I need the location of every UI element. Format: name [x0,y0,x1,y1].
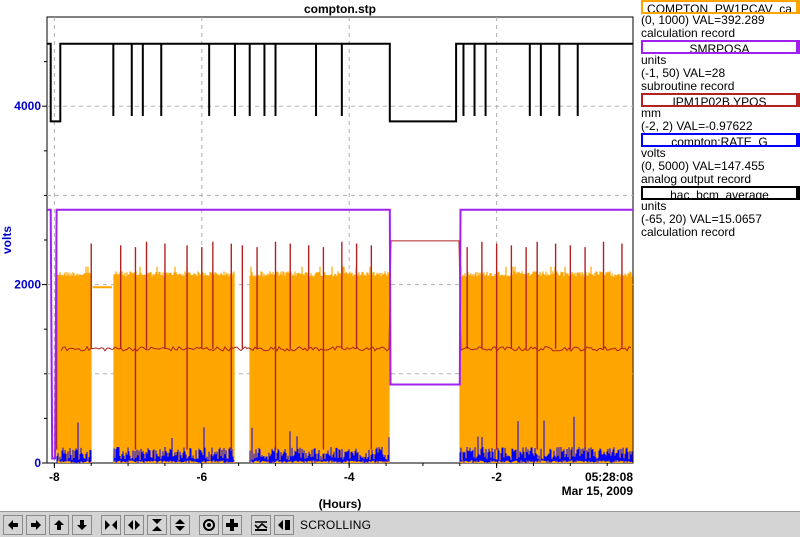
legend-series-name[interactable]: IPM1P02B.YPOS [641,93,800,107]
legend-record: calculation record [641,226,736,239]
legend-entry[interactable]: SMRPOSA units (-1, 50) VAL=28 subroutine re… [641,40,800,93]
config-button[interactable] [251,514,271,535]
legend-range: (0, 5000) VAL=147.455 [641,160,765,173]
x-tick-label: -4 [344,470,355,484]
legend-series-name[interactable]: compton:RATE_G [641,133,800,147]
scroll-icon [278,519,290,530]
arrow-down-icon [77,519,87,530]
legend-record: analog output record [641,173,752,186]
end-date-label: Mar 15, 2009 [562,484,634,498]
scroll-button[interactable] [274,514,294,535]
legend-entry[interactable]: hac_bcm_average units (-65, 20) VAL=15.065… [641,186,800,239]
legend-units: volts [641,147,666,160]
autoscale-icon [203,518,215,531]
legend-series-name[interactable]: COMPTON_PW1PCAV_ca [641,0,800,14]
y-axis-label: volts [0,226,14,254]
status-text: SCROLLING [300,517,372,532]
legend-units: units [641,200,667,213]
y-tick-label: 2000 [14,278,41,292]
arrow-down-button[interactable] [72,514,92,535]
chart-title: compton.stp [304,2,376,16]
axes: -8 -6 -4 -2 0 2000 4000 [14,61,608,484]
end-time-label: 05:28:08 [585,470,633,484]
legend-range: (0, 1000) VAL=392.289 [641,14,765,27]
zoom-in-y-button[interactable] [147,514,167,535]
series-compton-rate-g [56,416,633,463]
legend-range: (-2, 2) VAL=-0.97622 [641,120,753,133]
x-tick-label: -8 [49,470,60,484]
arrow-left-icon [8,519,18,530]
zoom-in-x-icon [105,519,117,530]
add-button[interactable] [222,514,242,535]
arrow-up-icon [54,519,64,530]
legend-series-name[interactable]: hac_bcm_average [641,186,800,200]
legend-range: (-65, 20) VAL=15.0657 [641,213,762,226]
x-tick-label: -2 [491,470,502,484]
arrow-up-button[interactable] [49,514,69,535]
legend-record: calculation record [641,27,736,40]
legend-record: subroutine record [641,80,735,93]
strip-chart[interactable]: compton.stp -8 -6 -4 -2 0 2000 4000 volts (Hou… [0,0,800,511]
legend-entry[interactable]: IPM1P02B.YPOS mm (-2, 2) VAL=-0.97622 [641,93,800,133]
x-tick-label: -6 [196,470,207,484]
zoom-out-x-icon [128,519,140,530]
black-line [47,42,633,123]
autoscale-button[interactable] [199,514,219,535]
red-line [60,240,632,352]
zoom-in-y-icon [152,518,162,531]
purple-line [47,208,633,460]
legend-entry[interactable]: compton:RATE_G volts (0, 5000) VAL=147.455… [641,133,800,186]
series-compton-pw1pcav-ca [56,266,633,463]
add-icon [226,518,238,531]
arrow-left-button[interactable] [3,514,23,535]
y-tick-label: 0 [34,456,41,470]
data-series [47,42,633,463]
legend-units: mm [641,107,661,120]
legend-units: units [641,54,667,67]
toolbar: SCROLLING [0,511,800,537]
zoom-out-x-button[interactable] [124,514,144,535]
legend-entry[interactable]: COMPTON_PW1PCAV_ca (0, 1000) VAL=392.289 c… [641,0,800,40]
arrow-right-icon [31,519,41,530]
legend-series-name[interactable]: SMRPOSA [641,40,800,54]
series-smrposa [47,208,633,460]
zoom-out-y-button[interactable] [170,514,190,535]
arrow-right-button[interactable] [26,514,46,535]
legend: COMPTON_PW1PCAV_ca (0, 1000) VAL=392.289 c… [641,0,800,239]
config-icon [254,520,268,531]
x-axis-label: (Hours) [319,497,362,511]
zoom-out-y-icon [175,518,185,531]
series-hac-bcm-average [47,42,633,123]
zoom-in-x-button[interactable] [101,514,121,535]
y-tick-label: 4000 [14,99,41,113]
legend-range: (-1, 50) VAL=28 [641,67,726,80]
